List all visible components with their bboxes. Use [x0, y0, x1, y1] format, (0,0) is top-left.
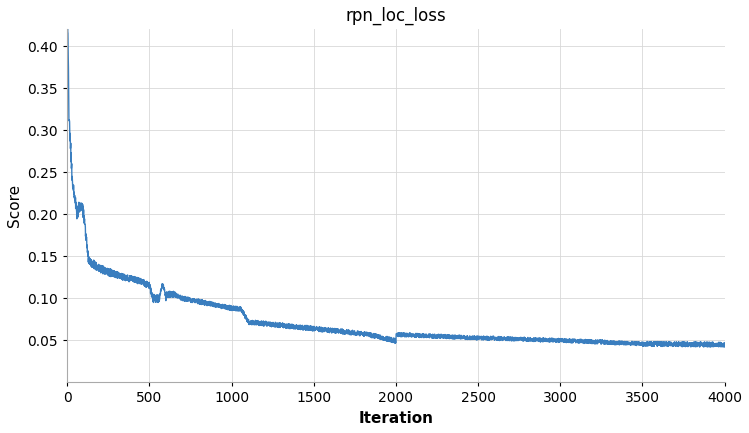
Y-axis label: Score: Score	[7, 184, 22, 227]
X-axis label: Iteration: Iteration	[359, 411, 434, 426]
Title: rpn_loc_loss: rpn_loc_loss	[345, 7, 446, 25]
